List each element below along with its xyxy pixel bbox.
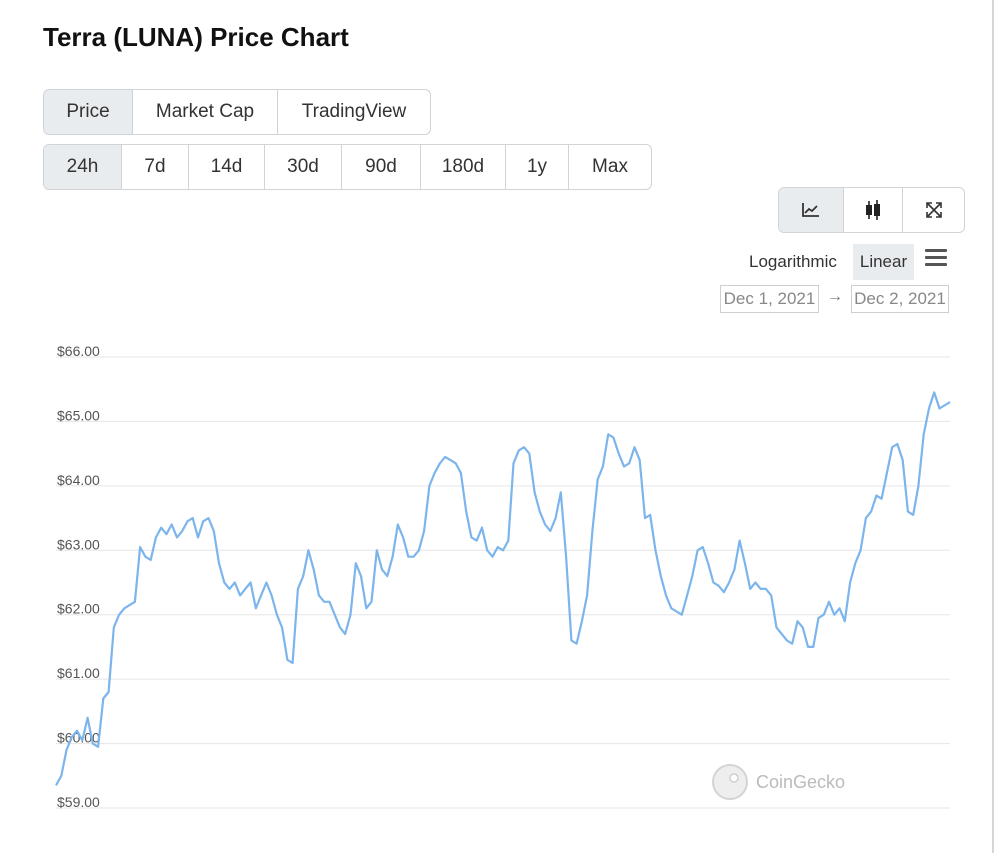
metric-tabs: Price Market Cap TradingView [43, 89, 431, 135]
expand-icon [925, 202, 942, 218]
time-range-tabs: 24h 7d 14d 30d 90d 180d 1y Max [43, 144, 652, 190]
y-tick-label: $61.00 [57, 665, 100, 681]
logarithmic-scale-button[interactable]: Logarithmic [749, 252, 837, 271]
watermark-text: CoinGecko [756, 772, 845, 792]
y-tick-label: $63.00 [57, 536, 100, 552]
range-30d[interactable]: 30d [264, 145, 341, 189]
tab-price[interactable]: Price [44, 90, 132, 134]
date-from-input[interactable]: Dec 1, 2021 [720, 285, 819, 313]
date-range-arrow: → [827, 288, 843, 305]
candlestick-icon [866, 200, 880, 220]
linear-scale-button[interactable]: Linear [853, 244, 914, 280]
range-90d[interactable]: 90d [341, 145, 420, 189]
line-chart-icon [802, 203, 819, 217]
y-tick-label: $60.00 [57, 730, 100, 746]
page-title: Terra (LUNA) Price Chart [43, 22, 349, 52]
range-14d[interactable]: 14d [188, 145, 264, 189]
date-to-input[interactable]: Dec 2, 2021 [851, 285, 949, 313]
window-edge [992, 0, 994, 853]
y-axis-labels: $66.00 $65.00 $64.00 $63.00 $62.00 $61.00 $60.… [57, 343, 100, 810]
y-tick-label: $64.00 [57, 472, 100, 488]
y-tick-label: $59.00 [57, 794, 100, 810]
price-chart: $66.00 $65.00 $64.00 $63.00 $62.00 $61.00 $60.… [55, 343, 951, 810]
tab-tradingview[interactable]: TradingView [277, 90, 430, 134]
y-tick-label: $62.00 [57, 601, 100, 617]
range-max[interactable]: Max [568, 145, 651, 189]
chart-grid [56, 356, 950, 809]
y-tick-label: $66.00 [57, 343, 100, 359]
coingecko-watermark: CoinGecko [712, 764, 845, 800]
coingecko-logo-icon [712, 764, 748, 800]
range-180d[interactable]: 180d [420, 145, 505, 189]
price-series-line [55, 391, 951, 786]
y-tick-label: $65.00 [57, 407, 100, 423]
candlestick-button[interactable] [843, 188, 902, 232]
range-1y[interactable]: 1y [505, 145, 568, 189]
line-chart-button[interactable] [779, 188, 843, 232]
tab-market-cap[interactable]: Market Cap [132, 90, 277, 134]
hamburger-menu-icon[interactable] [925, 249, 947, 269]
range-7d[interactable]: 7d [121, 145, 188, 189]
expand-button[interactable] [902, 188, 964, 232]
chart-type-buttons [778, 187, 965, 233]
range-24h[interactable]: 24h [44, 145, 121, 189]
